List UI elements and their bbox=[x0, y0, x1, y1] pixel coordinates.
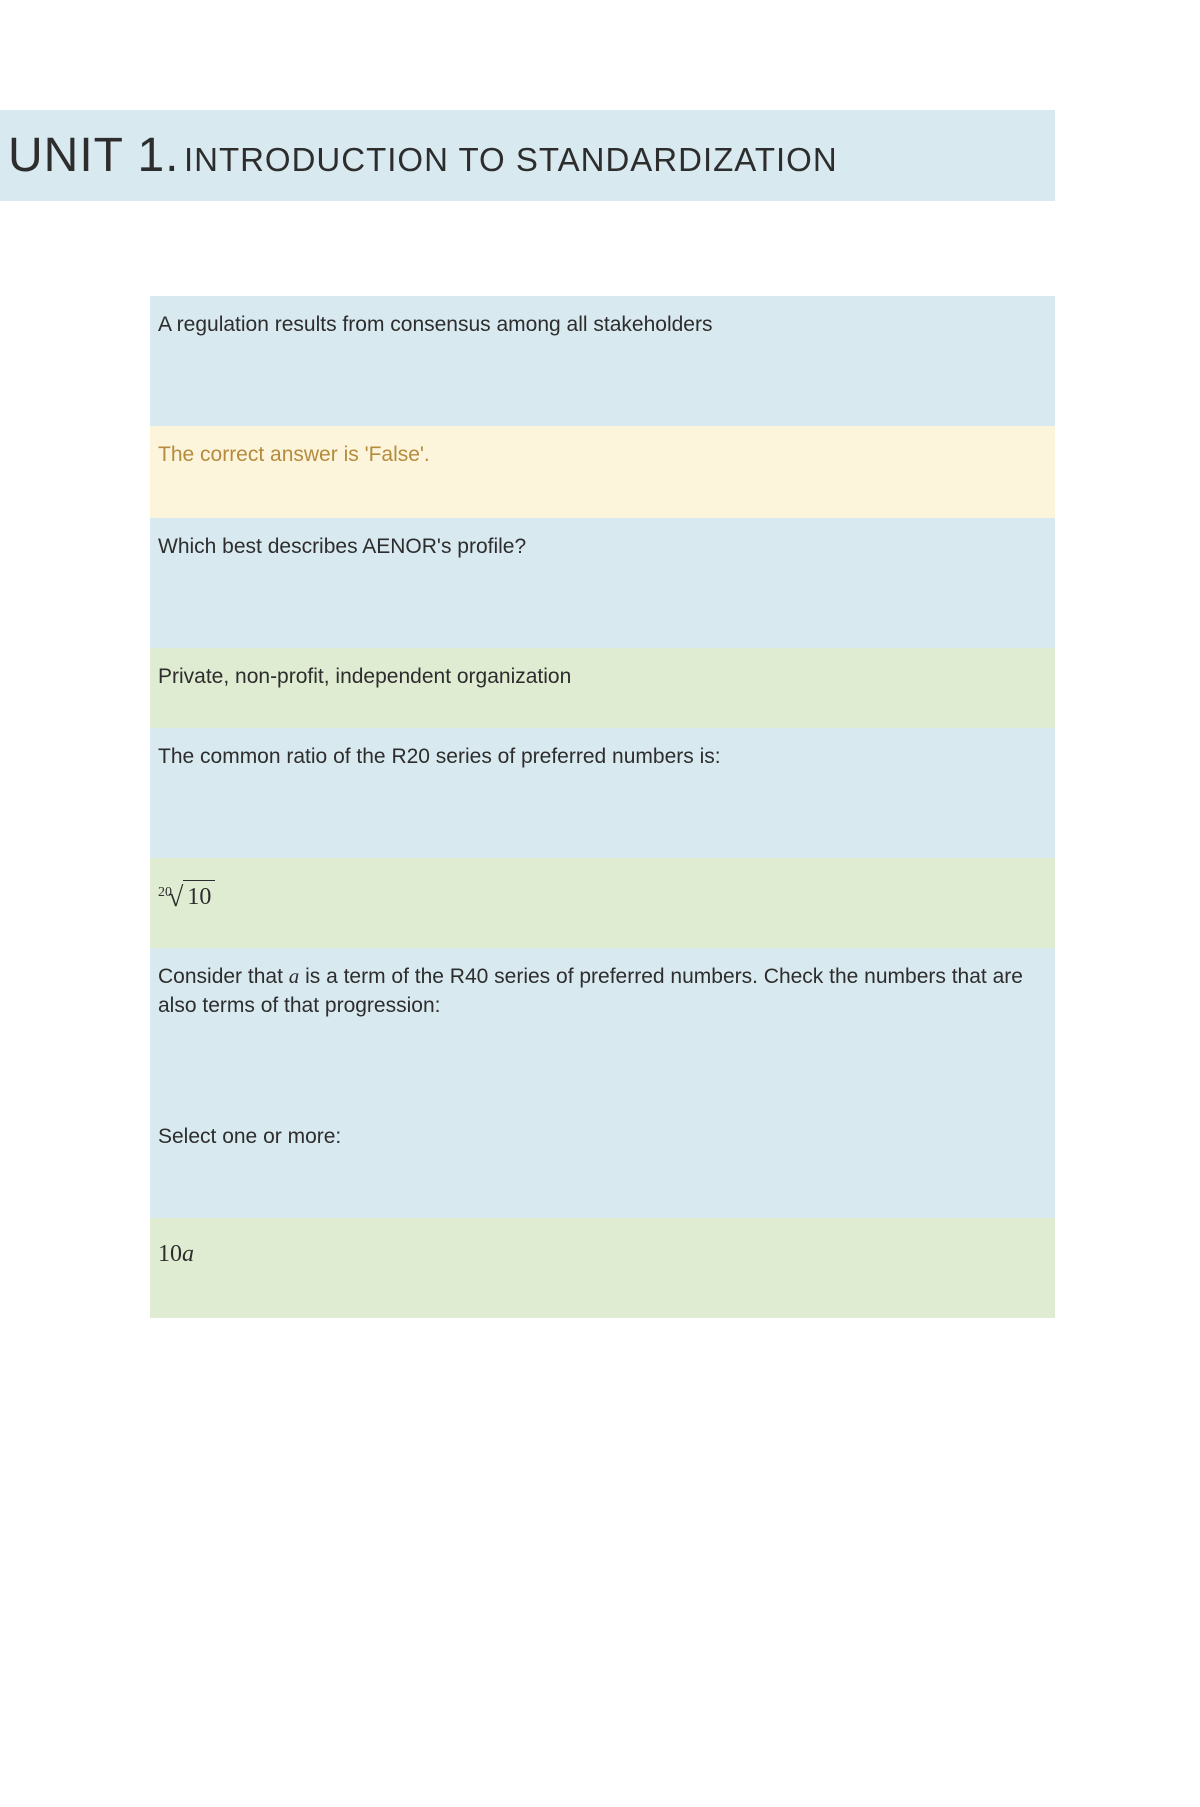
question-2-text: Which best describes AENOR's profile? bbox=[158, 535, 526, 558]
content-area: A regulation results from consensus amon… bbox=[150, 296, 1055, 1318]
question-4-var: a bbox=[289, 964, 300, 988]
question-4-instruction-text: Select one or more: bbox=[158, 1125, 341, 1148]
unit-subtitle: INTRODUCTION TO STANDARDIZATION bbox=[184, 141, 838, 178]
answer-1: The correct answer is 'False'. bbox=[150, 426, 1055, 518]
answer-4-num: 10 bbox=[158, 1241, 182, 1267]
answer-1-text: The correct answer is 'False'. bbox=[158, 443, 430, 466]
question-4-instruction: Select one or more: bbox=[150, 1108, 1055, 1218]
unit-number: UNIT 1. bbox=[8, 129, 179, 182]
radical-expression: 20 √ 10 bbox=[158, 878, 215, 917]
question-3-text: The common ratio of the R20 series of pr… bbox=[158, 745, 721, 768]
question-3: The common ratio of the R20 series of pr… bbox=[150, 728, 1055, 858]
answer-4: 10a bbox=[150, 1218, 1055, 1318]
radical-index: 20 bbox=[158, 883, 172, 903]
question-4: Consider that a is a term of the R40 ser… bbox=[150, 948, 1055, 1108]
question-4-pre: Consider that bbox=[158, 965, 289, 988]
answer-2: Private, non-profit, independent organiz… bbox=[150, 648, 1055, 728]
answer-2-text: Private, non-profit, independent organiz… bbox=[158, 665, 571, 688]
question-1: A regulation results from consensus amon… bbox=[150, 296, 1055, 426]
answer-3: 20 √ 10 bbox=[150, 858, 1055, 948]
radical-radicand: 10 bbox=[183, 880, 215, 915]
question-1-text: A regulation results from consensus amon… bbox=[158, 313, 712, 336]
page-title-bar: UNIT 1. INTRODUCTION TO STANDARDIZATION bbox=[0, 110, 1055, 201]
question-2: Which best describes AENOR's profile? bbox=[150, 518, 1055, 648]
answer-4-var: a bbox=[182, 1241, 194, 1267]
